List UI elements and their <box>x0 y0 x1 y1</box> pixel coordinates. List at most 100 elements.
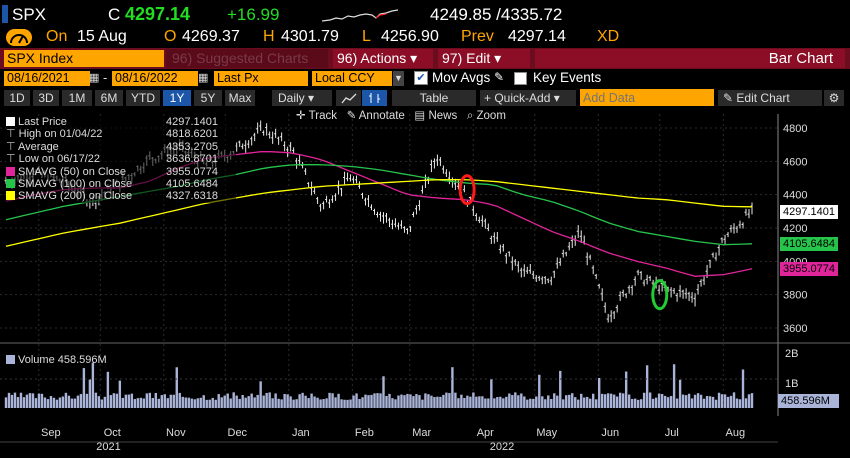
period-max[interactable]: Max <box>225 90 255 106</box>
date-separator: - <box>103 70 108 85</box>
ohlc-bar: On 15 Aug O 4269.37 H 4301.79 L 4256.90 … <box>0 28 850 48</box>
legend-row[interactable]: ⊤ Low on 06/17/22 3636.8701 <box>6 153 236 165</box>
legend-swatch <box>6 178 15 188</box>
add-data-input[interactable] <box>580 89 714 106</box>
month-label: Feb <box>355 427 374 439</box>
pencil-icon: ✎ <box>346 110 357 122</box>
actions-button[interactable]: 96) Actions ▾ <box>333 49 433 68</box>
month-label: Nov <box>166 427 186 439</box>
volume-axis-2b: 2B <box>785 348 799 360</box>
ticker: SPX <box>12 5 47 24</box>
annotation-ellipse <box>458 174 476 206</box>
legend-row[interactable]: ⊤ High on 01/04/22 4818.6201 <box>6 128 236 140</box>
legend-label: Low on 06/17/22 <box>18 153 100 166</box>
period-5y[interactable]: 5Y <box>194 90 222 106</box>
open-value: 4269.37 <box>182 28 240 45</box>
start-date-field[interactable]: 08/16/2021 <box>4 71 90 86</box>
high-value: 4301.79 <box>281 28 339 45</box>
security-field[interactable]: SPX Index <box>4 50 164 67</box>
price-axis-tick: 4200 <box>783 223 807 235</box>
annotation-ellipse <box>651 279 669 311</box>
zoom-tool[interactable]: ⌕ Zoom <box>467 110 506 122</box>
legend-row[interactable]: ⊤ Average 4353.2705 <box>6 141 236 153</box>
price-axis-tick: 3600 <box>783 323 807 335</box>
legend-swatch <box>6 166 15 176</box>
chevron-down-icon: ▾ <box>553 91 560 105</box>
legend-value: 4818.6201 <box>166 128 218 141</box>
chevron-down-icon: ▾ <box>308 91 315 105</box>
month-label: Aug <box>726 427 746 439</box>
edit-button[interactable]: 97) Edit ▾ <box>438 49 530 68</box>
month-label: Oct <box>104 427 121 439</box>
chevron-down-icon[interactable]: ▼ <box>393 71 404 86</box>
marker-icon: ⊤ <box>6 140 19 153</box>
security-marker <box>2 5 8 23</box>
calendar-icon[interactable]: ▦ <box>89 72 100 84</box>
legend-value: 4327.6318 <box>166 190 218 203</box>
legend-row[interactable]: SMAVG (50) on Close 3955.0774 <box>6 166 236 178</box>
high-label: H <box>263 28 275 45</box>
month-label: Sep <box>41 427 61 439</box>
gauge-icon <box>6 29 32 46</box>
day-range: 4249.85 /4335.72 <box>430 5 563 24</box>
bar-chart-icon[interactable] <box>362 90 387 106</box>
legend-swatch <box>6 117 15 126</box>
period-1m[interactable]: 1M <box>62 90 92 106</box>
annotate-tool[interactable]: ✎ Annotate <box>347 110 405 122</box>
frequency-select[interactable]: Daily ▾ <box>272 90 332 106</box>
pencil-icon[interactable]: ✎ <box>494 70 505 84</box>
month-label: Dec <box>228 427 248 439</box>
legend-row[interactable]: Last Price 4297.1401 <box>6 116 236 128</box>
mov-avgs-checkbox[interactable]: ✔ <box>414 71 428 85</box>
volume-tag: 458.596M <box>778 394 839 408</box>
news-icon: ▤ <box>414 110 426 122</box>
track-tool[interactable]: ✛ Track <box>296 110 337 122</box>
period-ytd[interactable]: YTD <box>126 90 160 106</box>
period-6m[interactable]: 6M <box>95 90 123 106</box>
price-flag: C <box>108 5 121 24</box>
quick-add-button[interactable]: + Quick-Add ▾ <box>480 90 576 106</box>
price-tag: 4297.1401 <box>780 204 838 219</box>
line-chart-icon[interactable] <box>336 90 361 106</box>
suggested-charts-button[interactable]: 96) Suggested Charts <box>166 49 328 68</box>
month-label: Jun <box>601 427 619 439</box>
legend-value: 3955.0774 <box>166 165 218 178</box>
legend-value: 4297.1401 <box>166 116 218 128</box>
legend-label: SMAVG (200) on Close <box>18 190 133 203</box>
exchange-code: XD <box>597 28 620 45</box>
key-events-checkbox[interactable] <box>514 72 527 85</box>
edit-chart-button[interactable]: ✎ Edit Chart <box>718 90 822 106</box>
period-3d[interactable]: 3D <box>33 90 59 106</box>
legend-row[interactable]: SMAVG (100) on Close 4105.6484 <box>6 178 236 190</box>
news-tool[interactable]: ▤ News <box>414 110 457 122</box>
price-field-select[interactable]: Last Px <box>214 71 308 86</box>
end-date-field[interactable]: 08/16/2022 <box>112 71 198 86</box>
period-1d[interactable]: 1D <box>4 90 30 106</box>
volume-value: 458.596M <box>57 354 107 366</box>
month-label: Apr <box>477 427 494 439</box>
last-price: 4297.14 <box>125 4 191 24</box>
legend-label: Last Price <box>18 116 67 128</box>
edit-chart-label: Edit Chart <box>736 91 790 105</box>
price-axis-tick: 4400 <box>783 190 807 202</box>
frequency-label: Daily <box>278 91 305 105</box>
net-change: +16.99 <box>227 5 280 24</box>
gear-icon[interactable]: ⚙ <box>824 90 844 106</box>
currency-select[interactable]: Local CCY <box>312 71 392 86</box>
calendar-icon[interactable]: ▦ <box>198 72 209 84</box>
period-1y[interactable]: 1Y <box>163 90 191 106</box>
key-events-label: Key Events <box>533 70 602 85</box>
month-label: Jan <box>292 427 310 439</box>
month-label: Mar <box>412 427 431 439</box>
volume-axis-1b: 1B <box>785 378 799 390</box>
sparkline <box>322 9 399 22</box>
volume-legend: Volume 458.596M <box>6 354 107 366</box>
volume-label: Volume <box>18 354 55 366</box>
table-button[interactable]: Table <box>392 90 476 106</box>
legend-row[interactable]: SMAVG (200) on Close 4327.6318 <box>6 190 236 202</box>
track-label: Track <box>308 110 337 122</box>
legend-label: Average <box>18 140 59 153</box>
annotate-label: Annotate <box>358 110 405 122</box>
price-axis-tick: 4800 <box>783 123 807 135</box>
chart-legend: Last Price 4297.1401 ⊤ High on 01/04/22 481… <box>6 116 236 203</box>
